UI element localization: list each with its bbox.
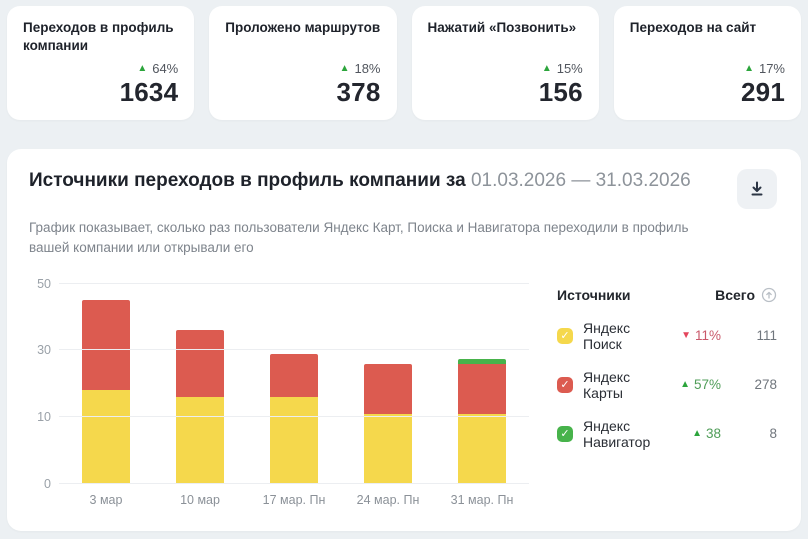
download-icon xyxy=(748,180,766,198)
legend-header-total-label: Всего xyxy=(715,286,755,303)
stat-label: Нажатий «Позвонить» xyxy=(427,20,577,35)
bar-segment[interactable] xyxy=(270,396,318,484)
bar-segment[interactable] xyxy=(82,300,130,391)
stats-row: Переходов в профиль компании ▲ 64% 1634 … xyxy=(7,6,801,120)
chart-section: 0 10 30 50 3 мар 10 мар 17 мар. Пн 24 мар. Пн 3… xyxy=(29,277,777,507)
bar-segment[interactable] xyxy=(176,396,224,484)
date-range: 01.03.2026 — 31.03.2026 xyxy=(470,170,691,191)
stat-delta: ▲ 15% xyxy=(542,61,583,76)
gridline xyxy=(59,482,529,484)
stat-card-site-visits: Переходов на сайт ▲ 17% 291 xyxy=(613,6,801,120)
legend-delta: ▼ 11% xyxy=(681,328,721,343)
legend-label: Яндекс Карты xyxy=(583,368,631,401)
legend-label: Яндекс Навигатор xyxy=(583,417,651,450)
stat-delta: ▲ 64% xyxy=(137,61,178,76)
card-subtitle: График показывает, сколько раз пользоват… xyxy=(29,220,689,256)
x-tick-label: 10 мар xyxy=(180,492,220,507)
legend-total: 8 xyxy=(769,426,777,441)
y-tick-label: 50 xyxy=(37,276,51,291)
legend-delta: ▲ 38 xyxy=(692,426,721,441)
checkbox-yandex-search[interactable]: ✓ xyxy=(557,327,573,344)
bar-column[interactable] xyxy=(341,284,435,484)
checkbox-yandex-navigator[interactable]: ✓ xyxy=(557,425,573,442)
stat-value: 1634 xyxy=(119,77,179,107)
legend-delta-value: 57% xyxy=(693,377,721,392)
bar-segment[interactable] xyxy=(458,358,506,364)
trend-down-icon: ▼ xyxy=(681,329,691,341)
bar-column[interactable] xyxy=(153,284,247,484)
stat-label: Проложено маршрутов xyxy=(225,20,381,35)
y-tick-label: 10 xyxy=(37,409,51,424)
trend-up-icon: ▲ xyxy=(692,427,702,439)
gridline xyxy=(59,282,529,284)
bar-segment[interactable] xyxy=(82,390,130,484)
bar-segment[interactable] xyxy=(364,413,412,484)
card-title: Источники переходов в профиль компании з… xyxy=(29,169,691,193)
bar-column[interactable] xyxy=(247,284,341,484)
legend: Источники Всего ✓ Яндекс Поиск ▼ xyxy=(529,284,777,507)
legend-delta-value: 11% xyxy=(694,328,721,343)
legend-total: 111 xyxy=(756,328,777,343)
bar-segment[interactable] xyxy=(270,353,318,397)
stat-delta-value: 64% xyxy=(152,61,179,76)
x-axis-labels: 3 мар 10 мар 17 мар. Пн 24 мар. Пн 31 мар. П… xyxy=(59,493,529,507)
trend-up-icon: ▲ xyxy=(541,62,552,74)
stat-card-calls: Нажатий «Позвонить» ▲ 15% 156 xyxy=(411,6,599,120)
gridline xyxy=(59,415,529,417)
stat-value: 378 xyxy=(336,77,381,107)
bar-column[interactable] xyxy=(59,284,153,484)
legend-delta: ▲ 57% xyxy=(680,377,721,392)
stacked-bar-chart: 0 10 30 50 3 мар 10 мар 17 мар. Пн 24 мар. Пн 3… xyxy=(29,277,529,507)
legend-header-total: Всего xyxy=(715,287,777,303)
card-title-text: Источники переходов в профиль компании з… xyxy=(29,170,466,191)
legend-label: Яндекс Поиск xyxy=(583,319,631,352)
trend-up-icon: ▲ xyxy=(137,62,148,74)
trend-up-icon: ▲ xyxy=(680,378,690,390)
y-axis: 0 10 30 50 xyxy=(29,277,55,491)
bar-segment[interactable] xyxy=(458,363,506,414)
x-tick-label: 24 мар. Пн xyxy=(356,492,420,507)
stat-delta: ▲ 18% xyxy=(340,61,381,76)
trend-up-icon: ▲ xyxy=(339,62,350,74)
legend-total: 278 xyxy=(754,377,777,392)
legend-delta-value: 38 xyxy=(705,426,721,441)
x-tick-label: 17 мар. Пн xyxy=(262,492,326,507)
stat-value: 291 xyxy=(741,77,785,107)
x-tick-label: 31 мар. Пн xyxy=(450,492,514,507)
stat-card-routes: Проложено маршрутов ▲ 18% 378 xyxy=(209,6,397,120)
stat-delta-value: 18% xyxy=(354,61,381,76)
stat-delta-value: 17% xyxy=(758,61,785,76)
y-tick-label: 0 xyxy=(44,476,51,491)
gridline xyxy=(59,349,529,351)
stat-card-profile-visits: Переходов в профиль компании ▲ 64% 1634 xyxy=(7,6,195,120)
checkbox-yandex-maps[interactable]: ✓ xyxy=(557,376,573,393)
circled-arrow-up-icon[interactable] xyxy=(761,287,777,303)
stat-label: Переходов в профиль компании xyxy=(23,20,174,53)
legend-header-sources: Источники xyxy=(557,286,631,303)
stat-delta-value: 15% xyxy=(556,61,583,76)
bar-segment[interactable] xyxy=(176,330,224,397)
x-tick-label: 3 мар xyxy=(89,492,123,507)
bar-column[interactable] xyxy=(435,284,529,484)
plot-area xyxy=(59,282,529,484)
card-header: Источники переходов в профиль компании з… xyxy=(29,169,777,209)
bar-segment[interactable] xyxy=(364,363,412,414)
trend-up-icon: ▲ xyxy=(744,62,754,74)
download-button[interactable] xyxy=(737,169,777,209)
y-tick-label: 30 xyxy=(37,343,51,358)
bar-segment[interactable] xyxy=(458,413,506,484)
sources-card: Источники переходов в профиль компании з… xyxy=(7,149,801,531)
stat-delta: ▲ 17% xyxy=(744,61,785,76)
stat-value: 156 xyxy=(538,77,583,107)
stat-label: Переходов на сайт xyxy=(629,20,757,35)
